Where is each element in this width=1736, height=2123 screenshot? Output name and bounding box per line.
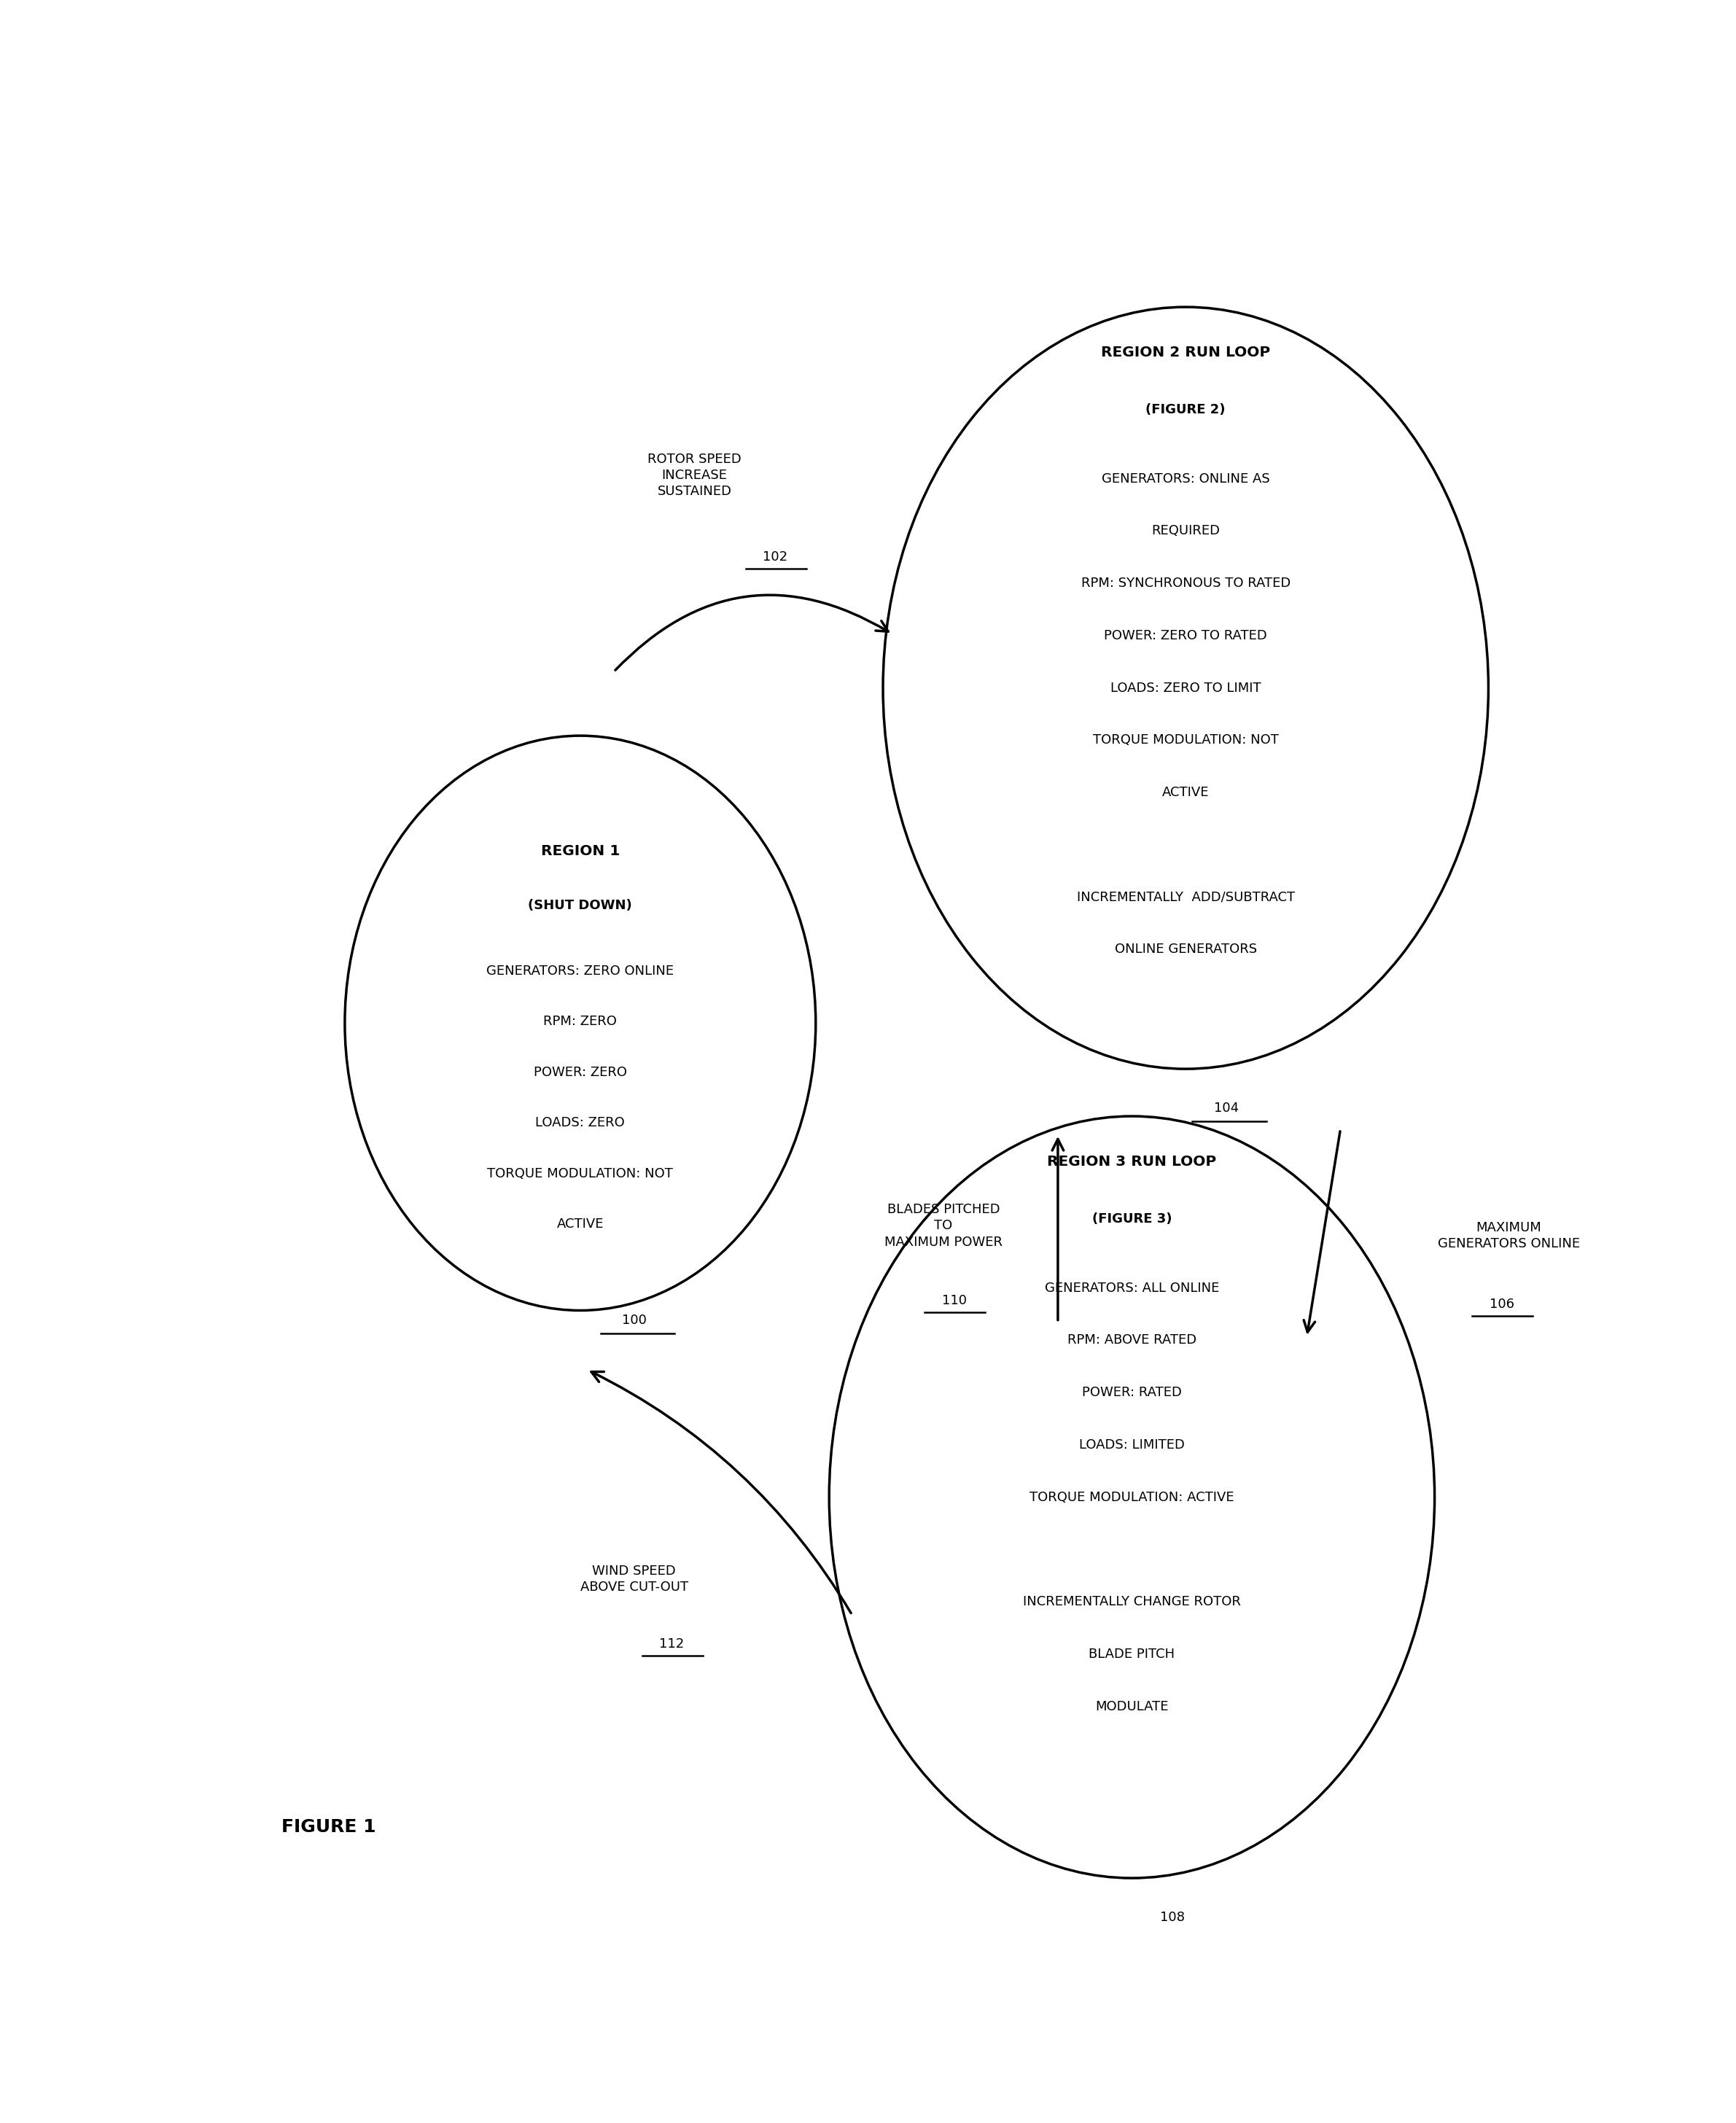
Text: (SHUT DOWN): (SHUT DOWN)	[528, 898, 632, 913]
Text: TORQUE MODULATION: ACTIVE: TORQUE MODULATION: ACTIVE	[1029, 1490, 1234, 1503]
Text: REGION 2 RUN LOOP: REGION 2 RUN LOOP	[1101, 346, 1271, 359]
Text: 110: 110	[943, 1295, 967, 1308]
Text: INCREMENTALLY CHANGE ROTOR: INCREMENTALLY CHANGE ROTOR	[1023, 1594, 1241, 1609]
Text: TORQUE MODULATION: NOT: TORQUE MODULATION: NOT	[1092, 735, 1279, 747]
Text: RPM: ABOVE RATED: RPM: ABOVE RATED	[1068, 1333, 1196, 1346]
Text: BLADES PITCHED
TO
MAXIMUM POWER: BLADES PITCHED TO MAXIMUM POWER	[884, 1204, 1003, 1248]
Text: GENERATORS: ONLINE AS: GENERATORS: ONLINE AS	[1102, 471, 1269, 486]
Text: MAXIMUM
GENERATORS ONLINE: MAXIMUM GENERATORS ONLINE	[1437, 1221, 1580, 1250]
Text: LOADS: ZERO: LOADS: ZERO	[535, 1117, 625, 1129]
Text: RPM: SYNCHRONOUS TO RATED: RPM: SYNCHRONOUS TO RATED	[1082, 577, 1290, 590]
Text: 100: 100	[621, 1314, 646, 1327]
FancyArrowPatch shape	[1052, 1140, 1064, 1321]
Text: ACTIVE: ACTIVE	[1161, 786, 1210, 798]
Text: POWER: ZERO: POWER: ZERO	[533, 1066, 627, 1078]
Text: FIGURE 1: FIGURE 1	[281, 1819, 377, 1836]
Text: LOADS: ZERO TO LIMIT: LOADS: ZERO TO LIMIT	[1111, 681, 1260, 694]
Text: 108: 108	[1160, 1911, 1184, 1923]
Text: RPM: ZERO: RPM: ZERO	[543, 1015, 616, 1028]
Text: GENERATORS: ZERO ONLINE: GENERATORS: ZERO ONLINE	[486, 964, 674, 977]
Text: POWER: ZERO TO RATED: POWER: ZERO TO RATED	[1104, 628, 1267, 643]
Text: ACTIVE: ACTIVE	[557, 1219, 604, 1231]
Text: REGION 1: REGION 1	[542, 845, 620, 858]
Text: GENERATORS: ALL ONLINE: GENERATORS: ALL ONLINE	[1045, 1282, 1219, 1295]
Text: POWER: RATED: POWER: RATED	[1082, 1386, 1182, 1399]
Text: 102: 102	[762, 550, 788, 565]
FancyArrowPatch shape	[615, 594, 889, 671]
Text: 104: 104	[1213, 1102, 1238, 1115]
Text: (FIGURE 2): (FIGURE 2)	[1146, 403, 1226, 416]
Text: BLADE PITCH: BLADE PITCH	[1088, 1647, 1175, 1660]
FancyArrowPatch shape	[1304, 1132, 1340, 1331]
Text: MODULATE: MODULATE	[1095, 1701, 1168, 1713]
Text: ONLINE GENERATORS: ONLINE GENERATORS	[1115, 943, 1257, 955]
FancyArrowPatch shape	[592, 1371, 851, 1613]
Text: WIND SPEED
ABOVE CUT-OUT: WIND SPEED ABOVE CUT-OUT	[580, 1565, 687, 1594]
Text: LOADS: LIMITED: LOADS: LIMITED	[1080, 1437, 1184, 1452]
Text: (FIGURE 3): (FIGURE 3)	[1092, 1212, 1172, 1225]
Text: ROTOR SPEED
INCREASE
SUSTAINED: ROTOR SPEED INCREASE SUSTAINED	[648, 452, 741, 499]
Text: REQUIRED: REQUIRED	[1151, 524, 1220, 537]
Text: 112: 112	[660, 1637, 684, 1652]
Text: TORQUE MODULATION: NOT: TORQUE MODULATION: NOT	[488, 1168, 674, 1180]
Text: REGION 3 RUN LOOP: REGION 3 RUN LOOP	[1047, 1155, 1217, 1170]
Text: INCREMENTALLY  ADD/SUBTRACT: INCREMENTALLY ADD/SUBTRACT	[1076, 892, 1295, 904]
Text: 106: 106	[1489, 1297, 1514, 1310]
